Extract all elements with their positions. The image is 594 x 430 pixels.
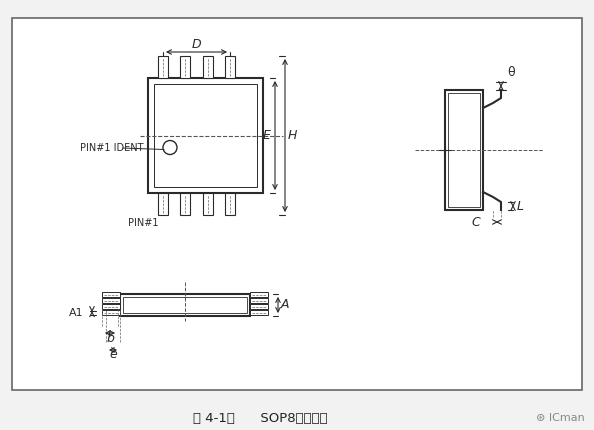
Bar bbox=[12, 18, 582, 390]
Bar bbox=[203, 56, 213, 78]
Text: e: e bbox=[109, 348, 117, 362]
Text: b: b bbox=[106, 332, 114, 345]
Circle shape bbox=[163, 141, 177, 154]
Bar bbox=[225, 56, 235, 78]
Text: D: D bbox=[192, 39, 201, 52]
Bar bbox=[225, 193, 235, 215]
Bar bbox=[102, 310, 120, 315]
Bar bbox=[250, 298, 268, 303]
Bar bbox=[102, 298, 120, 303]
Bar bbox=[158, 56, 168, 78]
Text: L: L bbox=[517, 200, 523, 212]
Text: PIN#1 IDENT: PIN#1 IDENT bbox=[80, 143, 144, 153]
Text: ⊛ ICman: ⊛ ICman bbox=[536, 413, 584, 423]
Text: 图 4-1：      SOP8封装示例: 图 4-1： SOP8封装示例 bbox=[192, 412, 327, 424]
Bar bbox=[445, 90, 483, 210]
Text: A1: A1 bbox=[69, 308, 84, 318]
Bar bbox=[180, 56, 190, 78]
Bar bbox=[250, 310, 268, 315]
Bar bbox=[250, 304, 268, 309]
Text: H: H bbox=[287, 129, 296, 142]
Bar bbox=[102, 292, 120, 297]
Text: PIN#1: PIN#1 bbox=[128, 218, 159, 228]
Bar bbox=[148, 78, 263, 193]
Bar bbox=[250, 292, 268, 297]
Bar bbox=[180, 193, 190, 215]
Bar bbox=[120, 294, 250, 316]
Bar bbox=[448, 93, 480, 207]
Text: E: E bbox=[263, 129, 271, 142]
Text: C: C bbox=[471, 215, 480, 228]
Bar bbox=[123, 297, 247, 313]
Bar bbox=[154, 84, 257, 187]
Bar bbox=[102, 304, 120, 309]
Bar bbox=[158, 193, 168, 215]
Bar bbox=[203, 193, 213, 215]
Text: θ: θ bbox=[507, 66, 514, 79]
Text: A: A bbox=[281, 298, 289, 311]
